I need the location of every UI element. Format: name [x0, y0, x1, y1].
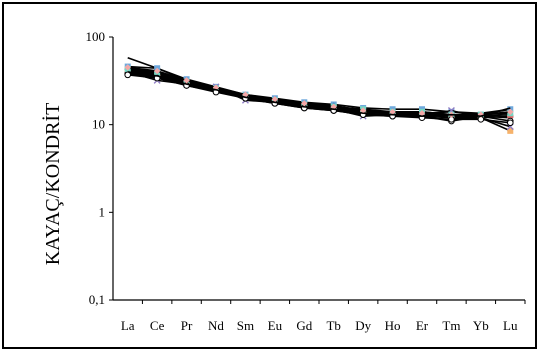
x-tick-label: Tm [442, 318, 460, 333]
x-tick-label: Sm [237, 318, 254, 333]
series-12 [127, 71, 511, 117]
y-axis-label: KAYAÇ/KONDRİT [41, 103, 64, 266]
x-tick-label: Eu [268, 318, 283, 333]
x-tick-label: Ce [150, 318, 165, 333]
x-tick-labels: La Ce Pr Nd Sm Eu Gd Tb Dy Ho Er Tm Yb Lu [121, 318, 518, 333]
x-tick-label: Dy [355, 318, 371, 333]
series-line [127, 71, 511, 117]
data-point [153, 67, 161, 75]
data-point [507, 127, 514, 134]
axes [109, 36, 526, 304]
x-tick-label: Lu [503, 318, 518, 333]
ree-spider-chart: 0,1 1 10 100 La Ce Pr Nd Sm Eu Gd Tb Dy Ho Er Tm Yb Lu K… [41, 29, 526, 333]
data-point [271, 96, 279, 103]
series-line [127, 74, 511, 124]
data-point [301, 100, 308, 107]
data-point [389, 108, 396, 116]
x-tick-label: La [121, 318, 135, 333]
data-point [418, 110, 426, 117]
x-tick-label: Pr [181, 318, 193, 333]
x-tick-label: Ho [385, 318, 401, 333]
x-tick-label: Yb [473, 318, 489, 333]
y-tick-label: 0,1 [89, 292, 105, 307]
x-tick-label: Tb [326, 318, 340, 333]
series-10 [124, 71, 514, 127]
x-tick-label: Gd [296, 318, 312, 333]
data-point [124, 64, 131, 71]
x-tick-label: Nd [208, 318, 224, 333]
y-tick-label: 10 [92, 117, 105, 132]
data-point [212, 84, 220, 91]
data-point [507, 108, 514, 116]
series-layer [124, 56, 514, 134]
x-tick-label: Er [416, 318, 429, 333]
data-point [359, 107, 367, 114]
data-point [506, 119, 514, 127]
y-tick-label: 100 [86, 29, 106, 44]
y-tick-labels: 0,1 1 10 100 [86, 29, 106, 307]
data-point [183, 77, 190, 84]
y-tick-label: 1 [99, 204, 106, 219]
